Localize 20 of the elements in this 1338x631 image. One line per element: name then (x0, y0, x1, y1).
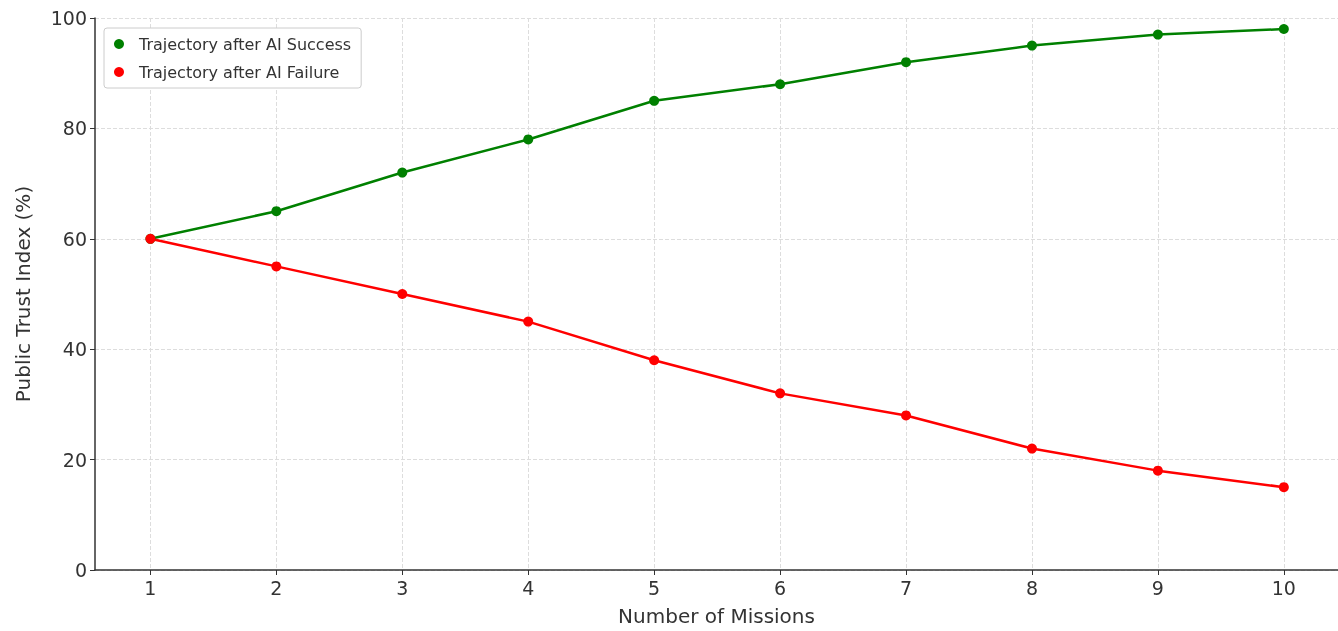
x-tick-label: 6 (774, 576, 787, 599)
y-axis-title: Public Trust Index (%) (11, 185, 35, 403)
x-tick-label: 1 (144, 576, 157, 599)
x-tick-label: 4 (522, 576, 535, 599)
x-tick-label: 7 (899, 576, 913, 599)
x-tick-label: 3 (396, 576, 409, 599)
y-tick-label: 100 (50, 7, 87, 29)
legend-label: Trajectory after AI Success (138, 34, 352, 54)
x-tick-label: 5 (648, 576, 661, 599)
y-tick-label: 40 (62, 338, 87, 361)
x-tick-label: 10 (1271, 576, 1296, 599)
x-axis-title: Number of Missions (618, 604, 815, 628)
y-tick-label: 0 (74, 559, 87, 581)
x-tick-label: 9 (1151, 576, 1164, 599)
x-tick-label: 8 (1025, 576, 1039, 599)
y-tick-label: 20 (62, 448, 87, 471)
y-tick-label: 80 (62, 117, 87, 140)
y-tick-label: 60 (62, 227, 87, 250)
legend-label: Trajectory after AI Failure (138, 62, 340, 82)
x-tick-label: 2 (270, 576, 283, 599)
